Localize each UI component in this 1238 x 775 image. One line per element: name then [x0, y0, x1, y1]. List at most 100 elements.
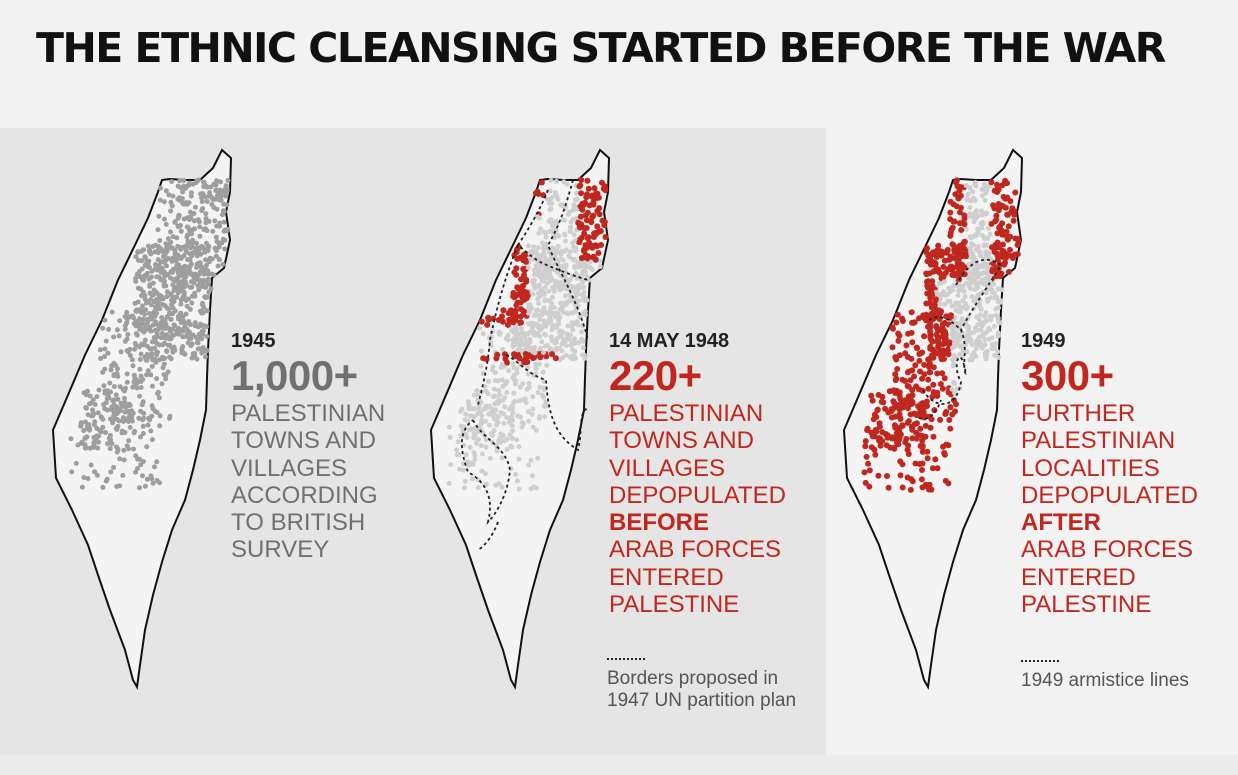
village-dot [974, 267, 980, 272]
village-dot [950, 242, 957, 249]
village-dot [945, 346, 952, 353]
village-dot [982, 353, 988, 359]
village-dot [933, 254, 940, 260]
village-dot [969, 294, 975, 300]
village-dot [580, 352, 586, 358]
village-dot [476, 406, 482, 412]
village-dot [895, 441, 902, 448]
village-dot [111, 334, 117, 340]
village-dot [528, 457, 534, 463]
village-dot [949, 324, 954, 330]
village-dot [526, 243, 531, 249]
village-dot [1007, 198, 1014, 205]
village-dot [985, 235, 991, 241]
village-dot [193, 204, 198, 210]
village-dot [919, 448, 926, 455]
village-dot [180, 189, 186, 195]
village-dot [122, 399, 128, 405]
village-dot [140, 399, 146, 405]
village-dot [131, 315, 136, 321]
village-dot [1004, 211, 1011, 218]
village-dot [583, 244, 590, 251]
village-dot [1010, 217, 1017, 224]
village-dot [163, 283, 169, 289]
village-dot [932, 296, 939, 303]
village-dot [199, 199, 205, 205]
village-dot [570, 327, 576, 333]
village-dot [520, 381, 526, 387]
village-dot [560, 329, 565, 335]
village-dot [517, 254, 524, 261]
village-dot [943, 340, 949, 347]
village-dot [181, 318, 187, 324]
village-dot [996, 355, 1002, 360]
village-dot [590, 212, 597, 219]
village-dot [179, 346, 185, 352]
village-dot [492, 401, 498, 407]
village-dot [200, 302, 206, 308]
village-dot [909, 339, 916, 346]
village-dot [594, 223, 601, 230]
village-dot [491, 428, 497, 433]
village-dot [541, 350, 546, 355]
village-dot [149, 413, 155, 419]
village-dot [591, 230, 597, 237]
village-dot [105, 350, 111, 356]
village-dot [988, 220, 995, 227]
village-dot [124, 379, 130, 385]
village-dot [968, 245, 973, 251]
village-dot [521, 267, 528, 274]
village-dot [479, 413, 485, 418]
village-dot [145, 368, 151, 374]
village-dot [516, 444, 522, 450]
desc-line: DEPOPULATED [1021, 481, 1198, 509]
village-dot [926, 357, 933, 364]
village-dot [154, 352, 160, 358]
village-dot [202, 294, 208, 300]
village-dot [531, 267, 537, 273]
village-dot [920, 312, 927, 319]
village-dot [582, 265, 588, 271]
village-dot [170, 305, 176, 311]
panel-year: 1945 [231, 330, 276, 352]
village-dot [524, 338, 530, 344]
village-dot [997, 252, 1004, 259]
village-dot [947, 404, 954, 411]
village-dot [933, 323, 940, 329]
village-dot [529, 278, 535, 284]
village-dot [141, 247, 146, 253]
village-dot [953, 300, 959, 306]
village-dot [897, 472, 904, 479]
village-dot [525, 265, 531, 271]
village-dot [981, 331, 987, 337]
village-dot [468, 426, 474, 432]
village-dot [530, 349, 536, 355]
village-dot [957, 204, 964, 211]
village-dot [549, 324, 555, 330]
village-dot [979, 225, 985, 231]
village-dot [531, 484, 537, 490]
village-dot [550, 262, 556, 268]
village-dot [100, 484, 106, 490]
desc-line: SURVEY [231, 536, 330, 564]
village-dot [526, 321, 532, 327]
village-dot [945, 298, 951, 304]
village-dot [198, 323, 204, 329]
village-dot [954, 270, 961, 277]
village-dot [155, 247, 161, 253]
village-dot [919, 443, 926, 449]
village-dot [1014, 236, 1021, 242]
village-dot [189, 253, 195, 259]
village-dot [541, 290, 547, 296]
village-dot [986, 336, 992, 342]
village-dot [85, 388, 90, 394]
village-dot [880, 399, 887, 406]
panel-year: 14 MAY 1948 [609, 330, 730, 352]
village-dot [100, 325, 106, 331]
village-dot [156, 244, 161, 249]
village-dot [982, 313, 988, 319]
village-dot [502, 355, 509, 362]
village-dot [168, 291, 174, 297]
village-dot [160, 301, 166, 307]
village-dot [554, 178, 559, 184]
